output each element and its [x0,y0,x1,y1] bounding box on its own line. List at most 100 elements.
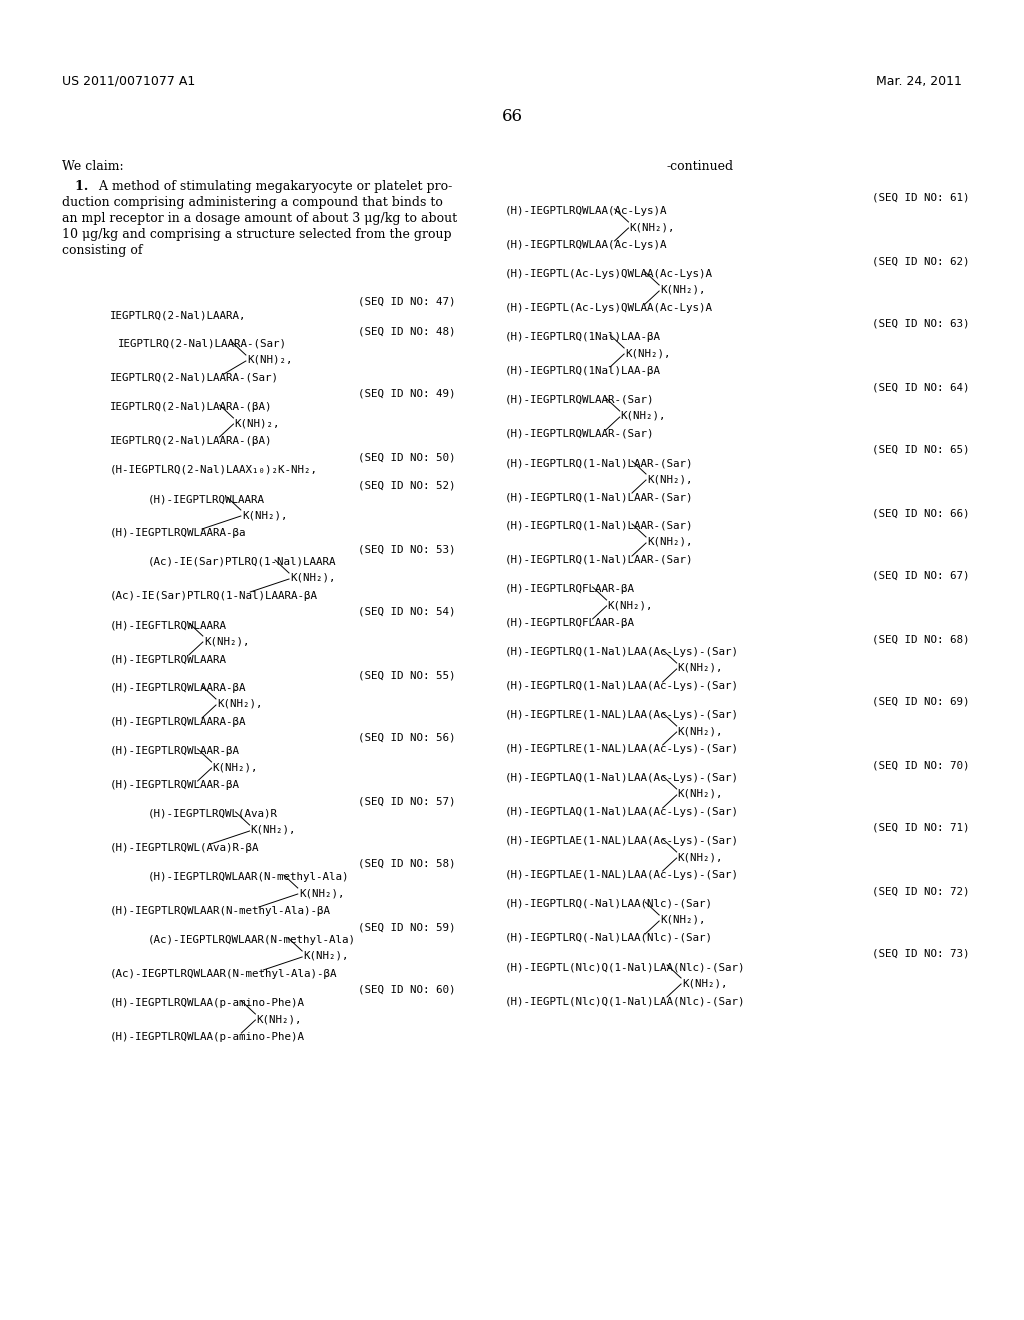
Text: K(NH₂),: K(NH₂), [242,510,288,520]
Text: K(NH₂),: K(NH₂), [256,1014,302,1024]
Text: (H)-IEGPTL(Ac-Lys)QWLAA(Ac-Lys)A: (H)-IEGPTL(Ac-Lys)QWLAA(Ac-Lys)A [505,269,713,279]
Text: (SEQ ID NO: 56): (SEQ ID NO: 56) [357,733,455,743]
Text: (H)-IEGPTLRQWLAARA: (H)-IEGPTLRQWLAARA [110,653,227,664]
Text: Mar. 24, 2011: Mar. 24, 2011 [877,75,962,88]
Text: (SEQ ID NO: 49): (SEQ ID NO: 49) [357,389,455,399]
Text: (H)-IEGPTLRQWLAAR-βA: (H)-IEGPTLRQWLAAR-βA [110,780,240,789]
Text: consisting of: consisting of [62,244,142,257]
Text: (H)-IEGPTLRQ(1-Nal)LAAR-(Sar): (H)-IEGPTLRQ(1-Nal)LAAR-(Sar) [505,458,693,469]
Text: K(NH₂),: K(NH₂), [682,978,728,987]
Text: (SEQ ID NO: 64): (SEQ ID NO: 64) [872,381,970,392]
Text: K(NH₂),: K(NH₂), [630,222,675,232]
Text: (SEQ ID NO: 50): (SEQ ID NO: 50) [357,451,455,462]
Text: (H)-IEGPTLRQWL(Ava)R: (H)-IEGPTLRQWL(Ava)R [148,809,278,818]
Text: (H)-IEGPTLRQWLAA(p-amino-Phe)A: (H)-IEGPTLRQWLAA(p-amino-Phe)A [110,998,305,1008]
Text: (H)-IEGPTLAE(1-NAL)LAA(Ac-Lys)-(Sar): (H)-IEGPTLAE(1-NAL)LAA(Ac-Lys)-(Sar) [505,836,739,846]
Text: (H)-IEGPTLRQWLAARA-βA: (H)-IEGPTLRQWLAARA-βA [110,717,247,727]
Text: US 2011/0071077 A1: US 2011/0071077 A1 [62,75,196,88]
Text: (SEQ ID NO: 72): (SEQ ID NO: 72) [872,886,970,896]
Text: IEGPTLRQ(2-Nal)LAARA-(Sar): IEGPTLRQ(2-Nal)LAARA-(Sar) [110,374,279,383]
Text: K(NH₂),: K(NH₂), [303,950,348,961]
Text: (SEQ ID NO: 59): (SEQ ID NO: 59) [357,921,455,932]
Text: (SEQ ID NO: 61): (SEQ ID NO: 61) [872,193,970,203]
Text: K(NH₂),: K(NH₂), [625,348,671,358]
Text: (H)-IEGPTLRQWLAAR-(Sar): (H)-IEGPTLRQWLAAR-(Sar) [505,395,654,405]
Text: 66: 66 [502,108,522,125]
Text: (SEQ ID NO: 70): (SEQ ID NO: 70) [872,760,970,770]
Text: K(NH₂),: K(NH₂), [678,851,723,862]
Text: (SEQ ID NO: 71): (SEQ ID NO: 71) [872,822,970,833]
Text: K(NH₂),: K(NH₂), [678,663,723,673]
Text: (H)-IEGPTLRQ(-Nal)LAA(Nlc)-(Sar): (H)-IEGPTLRQ(-Nal)LAA(Nlc)-(Sar) [505,933,713,942]
Text: IEGPTLRQ(2-Nal)LAARA-(Sar): IEGPTLRQ(2-Nal)LAARA-(Sar) [118,339,287,348]
Text: K(NH₂),: K(NH₂), [204,636,249,645]
Text: K(NH₂),: K(NH₂), [251,825,296,836]
Text: (Ac)-IE(Sar)PTLRQ(1-Nal)LAARA-βA: (Ac)-IE(Sar)PTLRQ(1-Nal)LAARA-βA [110,591,318,601]
Text: (SEQ ID NO: 68): (SEQ ID NO: 68) [872,634,970,644]
Text: K(NH₂),: K(NH₂), [290,573,336,583]
Text: (Ac)-IEGPTLRQWLAAR(N-methyl-Ala): (Ac)-IEGPTLRQWLAAR(N-methyl-Ala) [148,935,356,945]
Text: (SEQ ID NO: 65): (SEQ ID NO: 65) [872,445,970,455]
Text: (SEQ ID NO: 67): (SEQ ID NO: 67) [872,572,970,581]
Text: (H)-IEGPTL(Nlc)Q(1-Nal)LAA(Nlc)-(Sar): (H)-IEGPTL(Nlc)Q(1-Nal)LAA(Nlc)-(Sar) [505,997,745,1006]
Text: an mpl receptor in a dosage amount of about 3 μg/kg to about: an mpl receptor in a dosage amount of ab… [62,213,457,224]
Text: (H)-IEGPTLRQWLAA(Ac-Lys)A: (H)-IEGPTLRQWLAA(Ac-Lys)A [505,240,668,249]
Text: (H)-IEGPTLRQ(-Nal)LAA(Nlc)-(Sar): (H)-IEGPTLRQ(-Nal)LAA(Nlc)-(Sar) [505,899,713,909]
Text: (H)-IEGPTLRQWLAAR(N-methyl-Ala): (H)-IEGPTLRQWLAAR(N-methyl-Ala) [148,873,349,882]
Text: (SEQ ID NO: 58): (SEQ ID NO: 58) [357,859,455,869]
Text: (H)-IEGPTLRQ(1-Nal)LAA(Ac-Lys)-(Sar): (H)-IEGPTLRQ(1-Nal)LAA(Ac-Lys)-(Sar) [505,647,739,657]
Text: K(NH₂),: K(NH₂), [213,762,258,772]
Text: (H)-IEGPTLRQWL(Ava)R-βA: (H)-IEGPTLRQWL(Ava)R-βA [110,843,259,853]
Text: (H)-IEGPTLRQ(1Nal)LAA-βA: (H)-IEGPTLRQ(1Nal)LAA-βA [505,366,662,376]
Text: (SEQ ID NO: 66): (SEQ ID NO: 66) [872,508,970,517]
Text: A method of stimulating megakaryocyte or platelet pro-: A method of stimulating megakaryocyte or… [95,180,453,193]
Text: (H)-IEGPTLRQFLAAR-βA: (H)-IEGPTLRQFLAAR-βA [505,583,635,594]
Text: (H)-IEGPTLRQ(1Nal)LAA-βA: (H)-IEGPTLRQ(1Nal)LAA-βA [505,333,662,342]
Text: (SEQ ID NO: 63): (SEQ ID NO: 63) [872,319,970,329]
Text: 10 μg/kg and comprising a structure selected from the group: 10 μg/kg and comprising a structure sele… [62,228,452,242]
Text: (H)-IEGPTLRQWLAARA: (H)-IEGPTLRQWLAARA [148,494,265,504]
Text: (SEQ ID NO: 62): (SEQ ID NO: 62) [872,256,970,267]
Text: We claim:: We claim: [62,160,124,173]
Text: K(NH₂),: K(NH₂), [678,789,723,799]
Text: (H)-IEGPTLRQWLAAR(N-methyl-Ala)-βA: (H)-IEGPTLRQWLAAR(N-methyl-Ala)-βA [110,906,331,916]
Text: (H)-IEGPTLRQWLAAR-βA: (H)-IEGPTLRQWLAAR-βA [110,746,240,756]
Text: (SEQ ID NO: 69): (SEQ ID NO: 69) [872,697,970,708]
Text: (H)-IEGPTLRQWLAA(p-amino-Phe)A: (H)-IEGPTLRQWLAA(p-amino-Phe)A [110,1032,305,1041]
Text: (H)-IEGFTLRQWLAARA: (H)-IEGFTLRQWLAARA [110,620,227,630]
Text: (SEQ ID NO: 60): (SEQ ID NO: 60) [357,985,455,995]
Text: (H-IEGPTLRQ(2-Nal)LAAX₁₀)₂K-NH₂,: (H-IEGPTLRQ(2-Nal)LAAX₁₀)₂K-NH₂, [110,465,318,475]
Text: (H)-IEGPTLAE(1-NAL)LAA(Ac-Lys)-(Sar): (H)-IEGPTLAE(1-NAL)LAA(Ac-Lys)-(Sar) [505,870,739,880]
Text: K(NH₂),: K(NH₂), [678,726,723,737]
Text: (SEQ ID NO: 54): (SEQ ID NO: 54) [357,607,455,616]
Text: K(NH₂),: K(NH₂), [647,537,692,546]
Text: (SEQ ID NO: 47): (SEQ ID NO: 47) [357,297,455,308]
Text: (SEQ ID NO: 73): (SEQ ID NO: 73) [872,949,970,960]
Text: (H)-IEGPTLRE(1-NAL)LAA(Ac-Lys)-(Sar): (H)-IEGPTLRE(1-NAL)LAA(Ac-Lys)-(Sar) [505,710,739,719]
Text: K(NH₂),: K(NH₂), [621,411,667,421]
Text: (H)-IEGPTLRE(1-NAL)LAA(Ac-Lys)-(Sar): (H)-IEGPTLRE(1-NAL)LAA(Ac-Lys)-(Sar) [505,744,739,754]
Text: (H)-IEGPTLRQWLAAR-(Sar): (H)-IEGPTLRQWLAAR-(Sar) [505,429,654,440]
Text: 1.: 1. [62,180,88,193]
Text: (Ac)-IEGPTLRQWLAAR(N-methyl-Ala)-βA: (Ac)-IEGPTLRQWLAAR(N-methyl-Ala)-βA [110,969,338,979]
Text: K(NH₂),: K(NH₂), [660,285,706,294]
Text: (H)-IEGPTLRQ(1-Nal)LAAR-(Sar): (H)-IEGPTLRQ(1-Nal)LAAR-(Sar) [505,521,693,531]
Text: (H)-IEGPTLAQ(1-Nal)LAA(Ac-Lys)-(Sar): (H)-IEGPTLAQ(1-Nal)LAA(Ac-Lys)-(Sar) [505,774,739,783]
Text: K(NH₂),: K(NH₂), [607,601,653,610]
Text: K(NH)₂,: K(NH)₂, [234,418,280,428]
Text: (H)-IEGPTLRQWLAARA-βa: (H)-IEGPTLRQWLAARA-βa [110,528,247,539]
Text: (SEQ ID NO: 55): (SEQ ID NO: 55) [357,671,455,680]
Text: (SEQ ID NO: 52): (SEQ ID NO: 52) [357,480,455,491]
Text: (H)-IEGPTLRQWLAA(Ac-Lys)A: (H)-IEGPTLRQWLAA(Ac-Lys)A [505,206,668,216]
Text: (H)-IEGPTL(Ac-Lys)QWLAA(Ac-Lys)A: (H)-IEGPTL(Ac-Lys)QWLAA(Ac-Lys)A [505,304,713,313]
Text: duction comprising administering a compound that binds to: duction comprising administering a compo… [62,195,442,209]
Text: (H)-IEGPTLRQFLAAR-βA: (H)-IEGPTLRQFLAAR-βA [505,618,635,628]
Text: (H)-IEGPTLRQ(1-Nal)LAA(Ac-Lys)-(Sar): (H)-IEGPTLRQ(1-Nal)LAA(Ac-Lys)-(Sar) [505,681,739,690]
Text: K(NH₂),: K(NH₂), [660,915,706,925]
Text: IEGPTLRQ(2-Nal)LAARA-(βA): IEGPTLRQ(2-Nal)LAARA-(βA) [110,436,272,446]
Text: K(NH₂),: K(NH₂), [217,700,262,709]
Text: IEGPTLRQ(2-Nal)LAARA,: IEGPTLRQ(2-Nal)LAARA, [110,310,247,319]
Text: K(NH₂),: K(NH₂), [299,888,344,898]
Text: IEGPTLRQ(2-Nal)LAARA-(βA): IEGPTLRQ(2-Nal)LAARA-(βA) [110,403,272,412]
Text: (SEQ ID NO: 57): (SEQ ID NO: 57) [357,796,455,807]
